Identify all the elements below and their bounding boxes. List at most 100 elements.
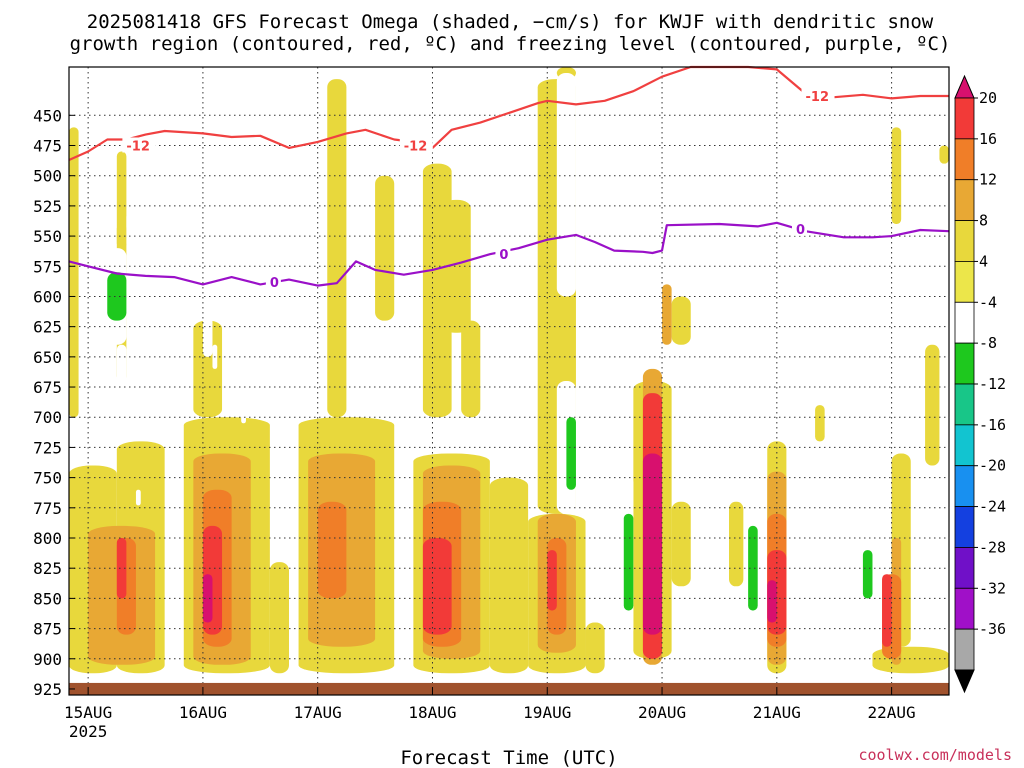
- contour-lines: -12 -12 -12 0 0 0: [68, 65, 950, 291]
- y-tick-label: 800: [33, 529, 62, 548]
- credit-text: coolwx.com/models: [858, 746, 1012, 764]
- contour-label: 0: [499, 248, 508, 263]
- omega-cell: [107, 272, 127, 321]
- colorbar-segment: [954, 138, 975, 181]
- x-tick-label: 17AUG: [294, 703, 342, 722]
- y-tick-label: 525: [33, 197, 62, 216]
- omega-cell: [671, 296, 691, 345]
- y-tick-label: 550: [33, 227, 62, 246]
- y-tick-label: 850: [33, 589, 62, 608]
- omega-cell: [925, 344, 940, 466]
- omega-cell: [642, 453, 663, 635]
- omega-cell: [518, 381, 529, 412]
- colorbar-label: -20: [979, 457, 1006, 475]
- omega-cell: [815, 405, 825, 442]
- omega-cell: [748, 525, 758, 611]
- colorbar-segment: [954, 587, 975, 630]
- omega-cell: [767, 580, 777, 623]
- contour-label: -12: [806, 90, 830, 105]
- omega-cell: [547, 550, 557, 611]
- omega-cell: [422, 538, 452, 635]
- omega-cell: [327, 79, 347, 418]
- ground-strip: [69, 682, 949, 695]
- colorbar-segment: [954, 179, 975, 221]
- colorbar-label: -12: [979, 375, 1006, 393]
- colorbar-segment: [954, 506, 975, 548]
- omega-cell: [662, 284, 672, 345]
- y-tick-label: 725: [33, 438, 62, 457]
- colorbar-label: -32: [979, 579, 1006, 597]
- omega-cell: [862, 550, 873, 599]
- y-tick-label: 875: [33, 620, 62, 639]
- y-tick-label: 650: [33, 348, 62, 367]
- omega-cell: [202, 574, 213, 623]
- omega-cell: [375, 175, 395, 321]
- colorbar-segment: [954, 220, 975, 262]
- y-tick-label: 750: [33, 469, 62, 488]
- grid-lines: [69, 67, 949, 695]
- contour-label-bg: [801, 87, 835, 103]
- omega-cell: [116, 224, 127, 249]
- ground-layer: [69, 682, 949, 695]
- y-tick-label: 900: [33, 650, 62, 669]
- y-tick-label: 475: [33, 137, 62, 156]
- colorbar-label: -8: [979, 334, 997, 352]
- chart-title-line-1: 2025081418 GFS Forecast Omega (shaded, −…: [87, 11, 934, 33]
- omega-shading: [69, 67, 949, 674]
- omega-cell: [126, 211, 136, 249]
- omega-cell: [556, 73, 576, 297]
- colorbar-label: 12: [979, 171, 997, 189]
- x-tick-label: 18AUG: [408, 703, 456, 722]
- y-tick-label: 700: [33, 408, 62, 427]
- contour-label-bg: [399, 137, 433, 153]
- contour-label-bg: [791, 220, 807, 236]
- omega-cell: [681, 255, 691, 262]
- contour-label-bg: [122, 137, 156, 153]
- x-tick-label: 19AUG: [523, 703, 571, 722]
- colorbar-segment: [954, 301, 975, 344]
- omega-cell: [489, 477, 529, 674]
- x-axis-label: Forecast Time (UTC): [400, 747, 617, 768]
- colorbar-label: 8: [979, 212, 988, 230]
- colorbar-label: -24: [979, 498, 1006, 516]
- colorbar-segment: [954, 261, 975, 303]
- omega-cell: [69, 127, 79, 418]
- colorbar: 20 16 12 8 4 -4 -8 -12 -16 -20 -24 -28 -32 -36: [954, 74, 1006, 694]
- x-tick-year-label: 2025: [69, 722, 108, 741]
- y-tick-label: 600: [33, 287, 62, 306]
- x-tick-label: 15AUG: [64, 703, 112, 722]
- omega-cell: [442, 199, 471, 333]
- chart-title-line-2: growth region (contoured, red, ºC) and f…: [70, 33, 951, 55]
- colorbar-label: -16: [979, 416, 1006, 434]
- colorbar-label: -28: [979, 538, 1006, 556]
- omega-cell: [623, 513, 634, 611]
- omega-cell: [585, 622, 605, 674]
- colorbar-bottom-triangle: [954, 669, 975, 694]
- colorbar-segment: [954, 465, 975, 507]
- omega-cell: [116, 344, 127, 430]
- x-tick-label: 22AUG: [868, 703, 916, 722]
- x-tick-label: 16AUG: [179, 703, 227, 722]
- colorbar-label: 20: [979, 89, 997, 107]
- colorbar-segment: [954, 97, 975, 140]
- y-tick-label: 825: [33, 559, 62, 578]
- colorbar-segment: [954, 547, 975, 589]
- y-tick-label: 575: [33, 257, 62, 276]
- colorbar-label: 4: [979, 252, 988, 270]
- y-tick-label: 625: [33, 318, 62, 337]
- omega-cell: [882, 574, 892, 647]
- omega-cell: [413, 67, 423, 92]
- plot-frame: [68, 66, 950, 696]
- omega-cell: [642, 254, 663, 319]
- omega-cell: [241, 405, 246, 424]
- omega-cell: [116, 538, 127, 599]
- omega-cell: [317, 501, 347, 599]
- omega-cell: [202, 308, 213, 357]
- y-tick-label: 450: [33, 106, 62, 125]
- omega-cell: [729, 501, 744, 587]
- contour-label: -12: [404, 140, 428, 155]
- colorbar-label: 16: [979, 130, 997, 148]
- contour-label: 0: [270, 276, 279, 291]
